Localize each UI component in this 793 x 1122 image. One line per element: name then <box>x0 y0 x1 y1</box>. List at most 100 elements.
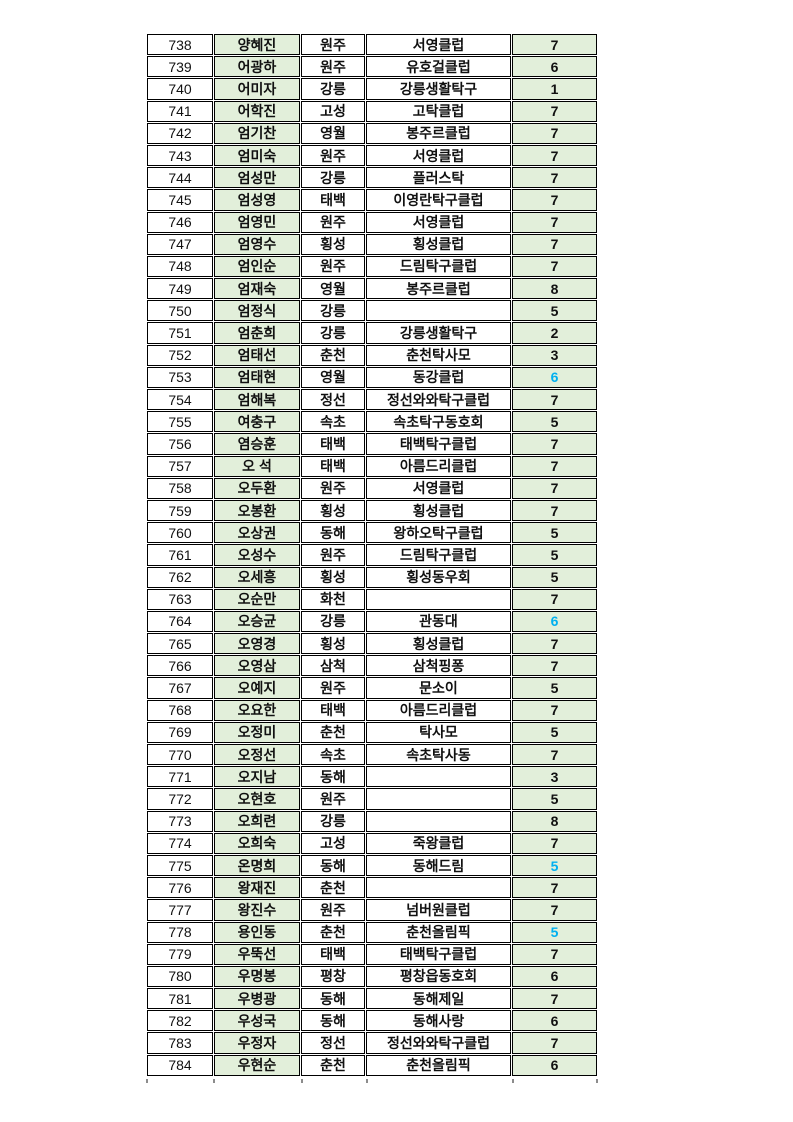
cell-club: 태백탁구클럽 <box>366 943 511 965</box>
cell-member-number: 758 <box>147 477 213 499</box>
cell-club: 동강클럽 <box>366 366 511 388</box>
cell-member-name: 오세흥 <box>214 566 300 588</box>
table-row: 767 오예지 원주 문소이 5 <box>147 677 597 699</box>
cell-region: 속초 <box>301 744 365 766</box>
cell-region: 원주 <box>301 677 365 699</box>
cell-member-name: 엄춘희 <box>214 322 300 344</box>
table-row: 757 오 석 태백 아름드리클럽 7 <box>147 455 597 477</box>
cell-member-name: 어미자 <box>214 78 300 100</box>
cell-value: 2 <box>512 322 597 344</box>
cell-member-name: 우현순 <box>214 1054 300 1076</box>
cell-member-name: 엄정식 <box>214 300 300 322</box>
cell-club: 동해드림 <box>366 854 511 877</box>
cell-member-name: 오희련 <box>214 810 300 832</box>
table-row: 781 우병광 동해 동해제일 7 <box>147 988 597 1010</box>
cell-region: 춘천 <box>301 344 365 366</box>
cell-value: 7 <box>512 433 597 455</box>
table-row: 771 오지남 동해 3 <box>147 766 597 788</box>
cell-club: 드림탁구클럽 <box>366 255 511 278</box>
cell-member-number: 784 <box>147 1054 213 1076</box>
cell-member-number: 764 <box>147 610 213 633</box>
cell-member-name: 오영경 <box>214 633 300 655</box>
cell-member-name: 오영삼 <box>214 655 300 677</box>
cell-member-name: 엄미숙 <box>214 144 300 167</box>
cell-member-number: 782 <box>147 1010 213 1032</box>
cell-region: 원주 <box>301 899 365 921</box>
cell-member-name: 용인동 <box>214 921 300 943</box>
cell-value: 6 <box>512 56 597 78</box>
cell-member-name: 오지남 <box>214 766 300 788</box>
cell-club: 동해제일 <box>366 988 511 1010</box>
cell-club: 횡성동우회 <box>366 566 511 588</box>
cell-club: 봉주르클럽 <box>366 278 511 300</box>
cell-club: 강릉생활탁구 <box>366 78 511 100</box>
cell-member-name: 염승훈 <box>214 433 300 455</box>
cell-member-number: 776 <box>147 877 213 899</box>
cell-member-number: 753 <box>147 366 213 388</box>
cell-member-number: 760 <box>147 522 213 544</box>
cell-region: 태백 <box>301 455 365 477</box>
cell-member-name: 엄성만 <box>214 167 300 189</box>
cell-member-name: 여충구 <box>214 411 300 433</box>
cell-club: 고탁클럽 <box>366 100 511 122</box>
cell-member-name: 오봉환 <box>214 499 300 522</box>
cell-member-name: 엄인순 <box>214 255 300 278</box>
cell-club: 유호걸클럽 <box>366 56 511 78</box>
cell-value: 7 <box>512 943 597 965</box>
cell-value: 7 <box>512 211 597 233</box>
cell-member-name: 양혜진 <box>214 34 300 56</box>
next-row-border-stub <box>146 1079 148 1083</box>
cell-member-number: 744 <box>147 167 213 189</box>
cell-region: 동해 <box>301 522 365 544</box>
cell-region: 횡성 <box>301 499 365 522</box>
cell-member-name: 오정미 <box>214 721 300 743</box>
cell-member-number: 770 <box>147 744 213 766</box>
cell-region: 고성 <box>301 832 365 854</box>
cell-club: 서영클럽 <box>366 211 511 233</box>
cell-club: 정선와와탁구클럽 <box>366 1032 511 1054</box>
cell-member-number: 757 <box>147 455 213 477</box>
cell-member-number: 747 <box>147 233 213 255</box>
cell-value: 7 <box>512 144 597 167</box>
cell-member-name: 엄기찬 <box>214 122 300 144</box>
cell-value: 8 <box>512 810 597 832</box>
table-row: 764 오승균 강릉 관동대 6 <box>147 610 597 633</box>
cell-member-name: 어광하 <box>214 56 300 78</box>
roster-table: 738 양혜진 원주 서영클럽 7 739 어광하 원주 유호걸클럽 6 740… <box>146 33 598 1077</box>
cell-member-number: 746 <box>147 211 213 233</box>
cell-club: 아름드리클럽 <box>366 699 511 721</box>
cell-member-number: 779 <box>147 943 213 965</box>
cell-region: 동해 <box>301 766 365 788</box>
table-row: 779 우뚝선 태백 태백탁구클럽 7 <box>147 943 597 965</box>
table-row: 780 우명봉 평창 평창읍동호회 6 <box>147 965 597 988</box>
cell-club: 횡성클럽 <box>366 233 511 255</box>
cell-region: 강릉 <box>301 810 365 832</box>
cell-region: 춘천 <box>301 921 365 943</box>
cell-club: 플러스탁 <box>366 167 511 189</box>
cell-region: 강릉 <box>301 610 365 633</box>
cell-member-name: 엄재숙 <box>214 278 300 300</box>
cell-club: 서영클럽 <box>366 34 511 56</box>
cell-member-number: 773 <box>147 810 213 832</box>
cell-value: 3 <box>512 766 597 788</box>
cell-member-number: 763 <box>147 588 213 610</box>
cell-member-name: 왕진수 <box>214 899 300 921</box>
table-row: 760 오상권 동해 왕하오탁구클럽 5 <box>147 522 597 544</box>
cell-region: 횡성 <box>301 233 365 255</box>
next-row-border-stub <box>512 1079 514 1083</box>
cell-member-name: 우뚝선 <box>214 943 300 965</box>
cell-region: 횡성 <box>301 633 365 655</box>
cell-value: 7 <box>512 455 597 477</box>
cell-club: 횡성클럽 <box>366 499 511 522</box>
table-row: 759 오봉환 횡성 횡성클럽 7 <box>147 499 597 522</box>
cell-club: 이영란탁구클럽 <box>366 189 511 211</box>
table-row: 748 엄인순 원주 드림탁구클럽 7 <box>147 255 597 278</box>
cell-member-number: 748 <box>147 255 213 278</box>
cell-member-name: 어학진 <box>214 100 300 122</box>
cell-member-name: 오희숙 <box>214 832 300 854</box>
cell-value: 7 <box>512 655 597 677</box>
cell-value: 7 <box>512 389 597 411</box>
cell-member-number: 781 <box>147 988 213 1010</box>
table-row: 742 엄기찬 영월 봉주르클럽 7 <box>147 122 597 144</box>
cell-club: 속초탁구동호회 <box>366 411 511 433</box>
